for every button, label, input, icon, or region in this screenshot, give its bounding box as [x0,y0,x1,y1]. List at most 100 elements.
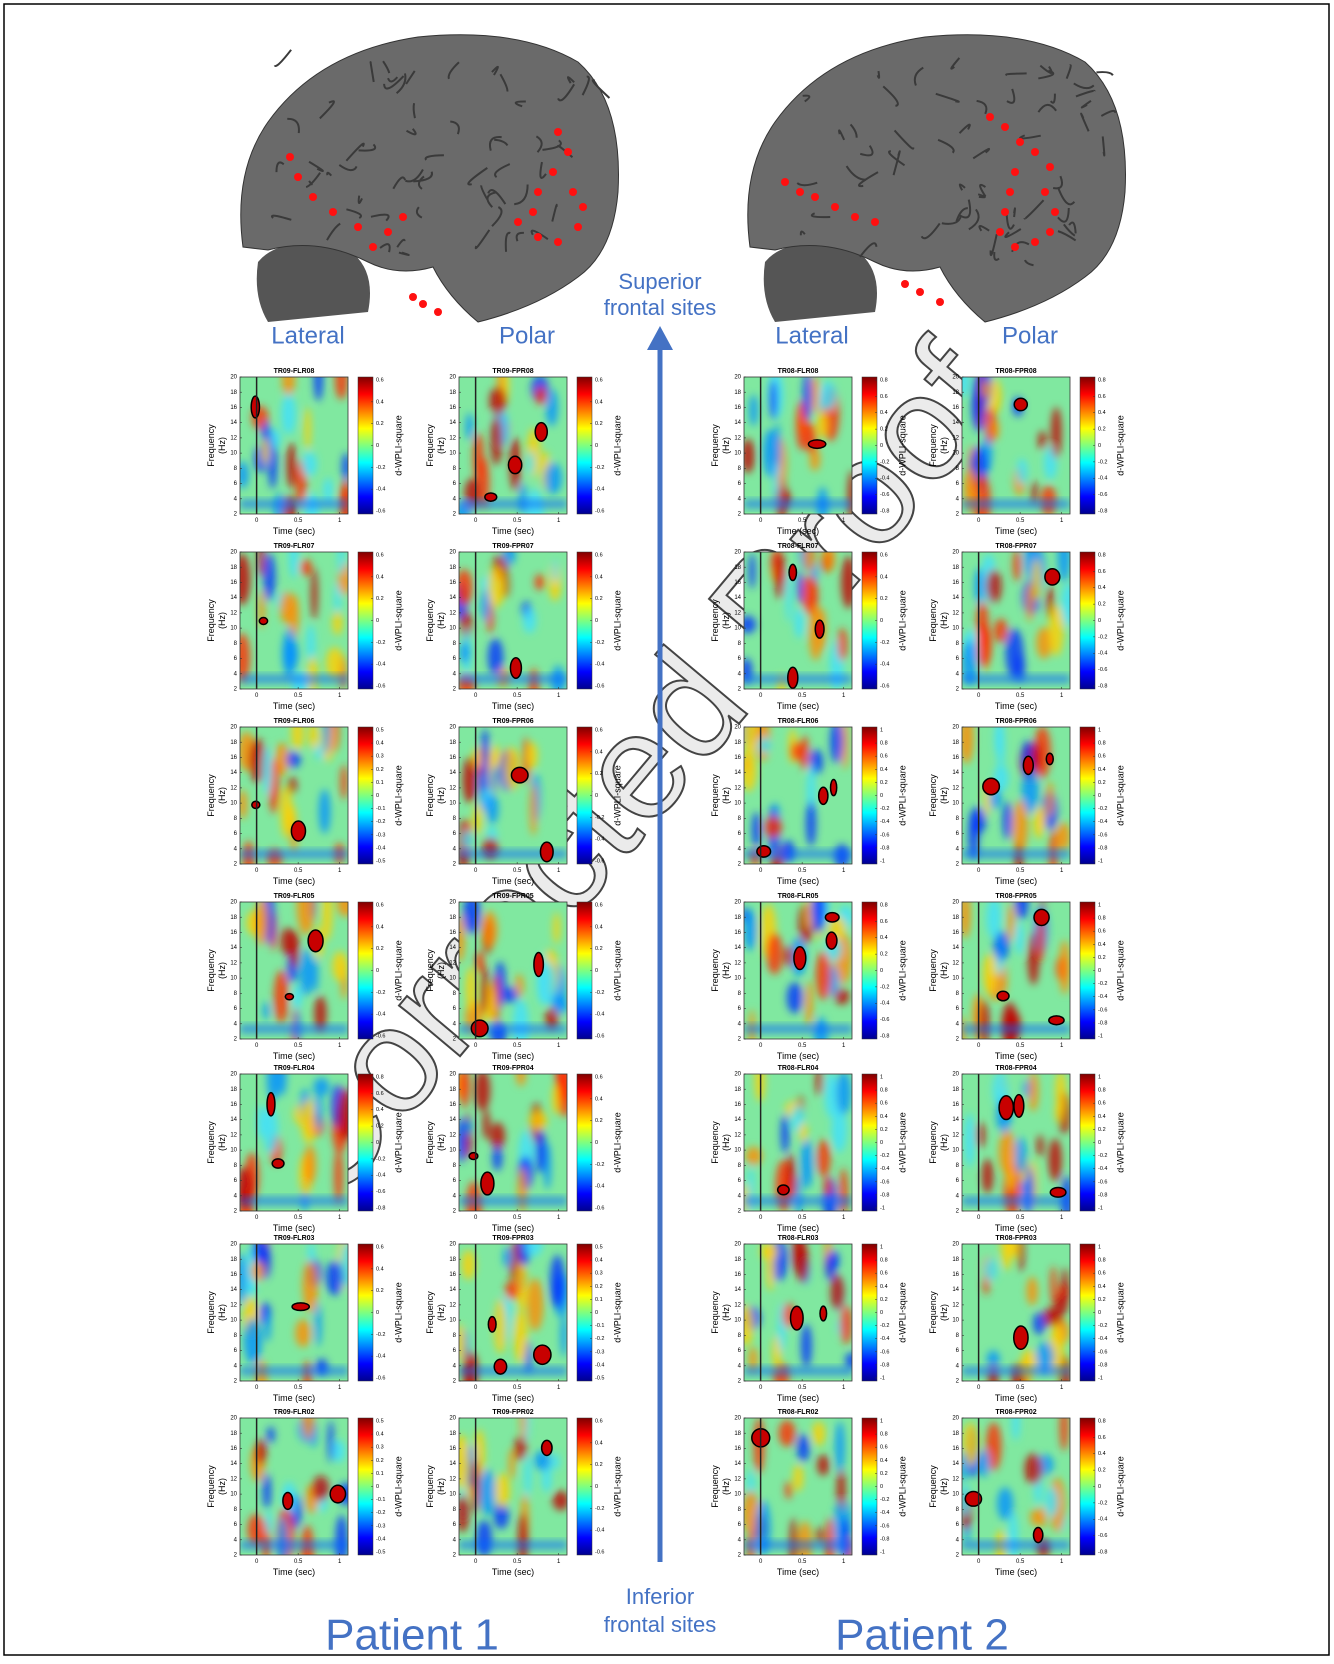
heatmap-blobs [459,1244,567,1381]
colorbar-tick-label: 0 [1098,443,1101,449]
y-tick-label: 4 [738,1537,742,1543]
cluster [533,951,545,978]
sulcus [535,135,543,153]
y-tick-label: 12 [449,785,456,791]
heatmap-blob [493,1298,507,1354]
sulcus [950,57,961,70]
y-tick-label: 12 [230,785,237,791]
heatmap-blob [490,1122,506,1150]
y-tick-label: 16 [230,405,237,411]
y-tick-label: 16 [952,930,959,936]
heatmap-blob [815,1526,823,1544]
colorbar [861,551,878,690]
heatmap-blob [301,451,318,477]
heatmap-blob [255,902,269,946]
y-tick-label: 20 [230,1416,237,1422]
heatmap-blob [784,945,794,968]
y-axis-label: (Hz) [436,1478,446,1495]
x-tick-label: 0 [474,868,478,874]
colorbar-tick-label: -0.2 [1098,459,1107,465]
y-axis-label: (Hz) [436,437,446,454]
cluster [251,800,261,810]
colorbar-tick-label: 0.2 [595,946,603,952]
colorbar-tick-label: 0.2 [880,1471,888,1477]
heatmap-blob [326,1260,344,1296]
heatmap-blob [321,902,333,941]
heatmap-blob [814,1016,828,1039]
colorbar-tick-label: 0.4 [595,574,603,580]
heatmap-blob [459,1324,466,1361]
tf-panel: TR09-FLR07 2 4 6 8 10 12 14 16 18 20 0 0.5 1 Time (sec… [206,543,403,711]
heatmap-blob [1050,1265,1057,1304]
colorbar-tick-label: 1 [880,1074,883,1080]
electrode [1001,123,1009,131]
heatmap [744,902,852,1039]
colorbar [1079,1073,1096,1212]
heatmap [962,1074,1070,1211]
colorbar-tick-label: -0.2 [376,1332,385,1338]
y-tick-label: 8 [453,991,457,997]
heatmap-blob [792,1463,804,1492]
y-tick-label: 4 [453,1363,457,1369]
y-tick-label: 10 [734,1492,741,1498]
y-tick-label: 12 [952,1132,959,1138]
colorbar [576,376,593,515]
colorbar-tick-label: -0.4 [595,662,604,668]
y-tick-label: 16 [952,580,959,586]
sulcus [1057,186,1076,206]
y-tick-label: 18 [952,740,959,746]
heatmap-blob [986,1350,1000,1369]
colorbar-tick-label: -0.4 [880,1001,889,1007]
sulcus [412,102,416,119]
y-axis-label: (Hz) [217,962,227,979]
colorbar-tick-label: 1 [880,1244,883,1250]
heatmap-blob [1061,582,1070,627]
colorbar-tick-label: 0 [880,1310,883,1316]
sulcus [514,100,526,108]
cerebellum [763,242,877,322]
y-tick-label: 10 [449,451,456,457]
heatmap-blob [817,1139,831,1178]
colorbar-label: d-WPLI-square [612,1282,622,1343]
y-tick-label: 6 [956,1006,960,1012]
colorbar-tick-label: -0.4 [595,487,604,493]
y-tick-label: 18 [734,915,741,921]
tf-panel: TR08-FPR02 2 4 6 8 10 12 14 16 18 20 0 0.5 1 Time (sec… [928,1409,1125,1577]
heatmap-blob [296,902,315,935]
y-tick-label: 14 [449,945,456,951]
colorbar-label: d-WPLI-square [393,1282,403,1343]
heatmap-blob [834,988,850,1005]
heatmap-blob [487,566,505,608]
colorbar-tick-label: 0.2 [1098,955,1106,961]
y-tick-label: 18 [449,390,456,396]
colorbar-tick-label: 0 [880,968,883,974]
sulcus [271,214,292,221]
heatmap-blob [815,1074,823,1097]
colorbar [861,726,878,865]
panel-title: TR08-FLR06 [778,718,819,725]
y-tick-label: 6 [234,656,238,662]
colorbar-tick-label: -0.4 [376,1536,385,1542]
colorbar-tick-label: 0.6 [1098,1271,1106,1277]
y-tick-label: 12 [952,435,959,441]
heatmap-blob [486,793,499,825]
y-tick-label: 4 [234,1537,238,1543]
heatmap-blob [299,948,313,996]
y-axis-label: Frequency [928,774,938,817]
heatmap-blob [809,447,821,472]
y-tick-label: 16 [734,755,741,761]
low-band [962,1197,1070,1205]
x-tick-label: 1 [842,518,846,524]
y-tick-label: 10 [449,1318,456,1324]
colorbar-tick-label: -0.2 [595,640,604,646]
y-tick-label: 6 [453,481,457,487]
colorbar-tick-label: -1 [1098,1375,1103,1381]
heatmap-blob [302,1418,315,1439]
y-tick-label: 16 [449,1102,456,1108]
x-axis-label: Time (sec) [995,1567,1037,1577]
y-tick-label: 10 [230,626,237,632]
y-tick-label: 4 [453,1537,457,1543]
y-axis-label: Frequency [425,1291,435,1334]
colorbar-tick-label: 0 [595,1484,598,1490]
y-tick-label: 2 [956,862,960,868]
